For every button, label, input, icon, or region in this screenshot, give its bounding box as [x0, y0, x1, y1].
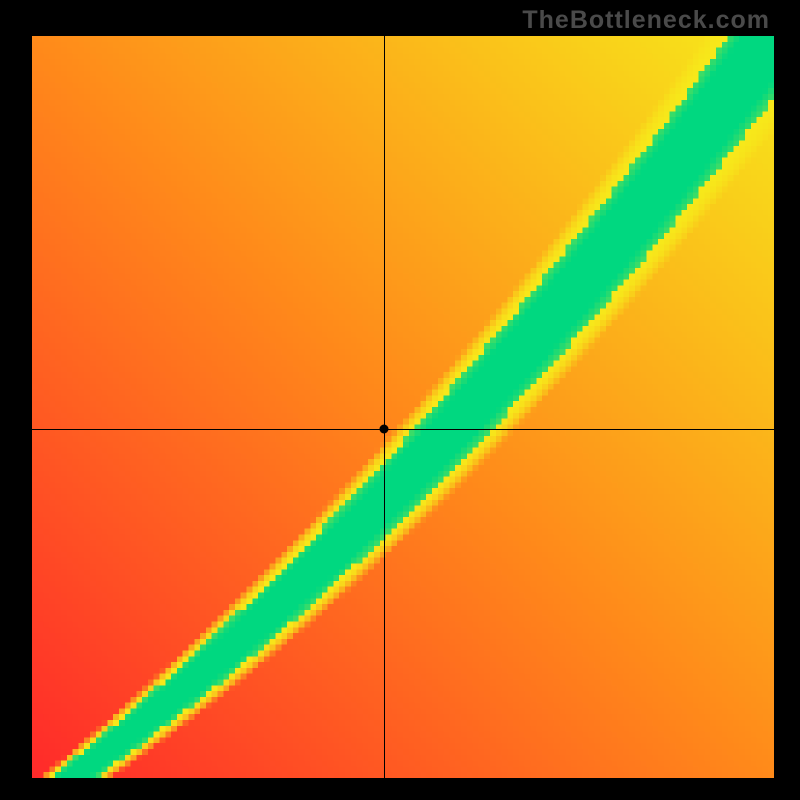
crosshair-vertical: [384, 36, 385, 778]
crosshair-horizontal: [32, 429, 774, 430]
crosshair-marker: [380, 425, 389, 434]
chart-container: TheBottleneck.com: [0, 0, 800, 800]
watermark-text: TheBottleneck.com: [522, 6, 770, 35]
heatmap-canvas: [32, 36, 774, 778]
